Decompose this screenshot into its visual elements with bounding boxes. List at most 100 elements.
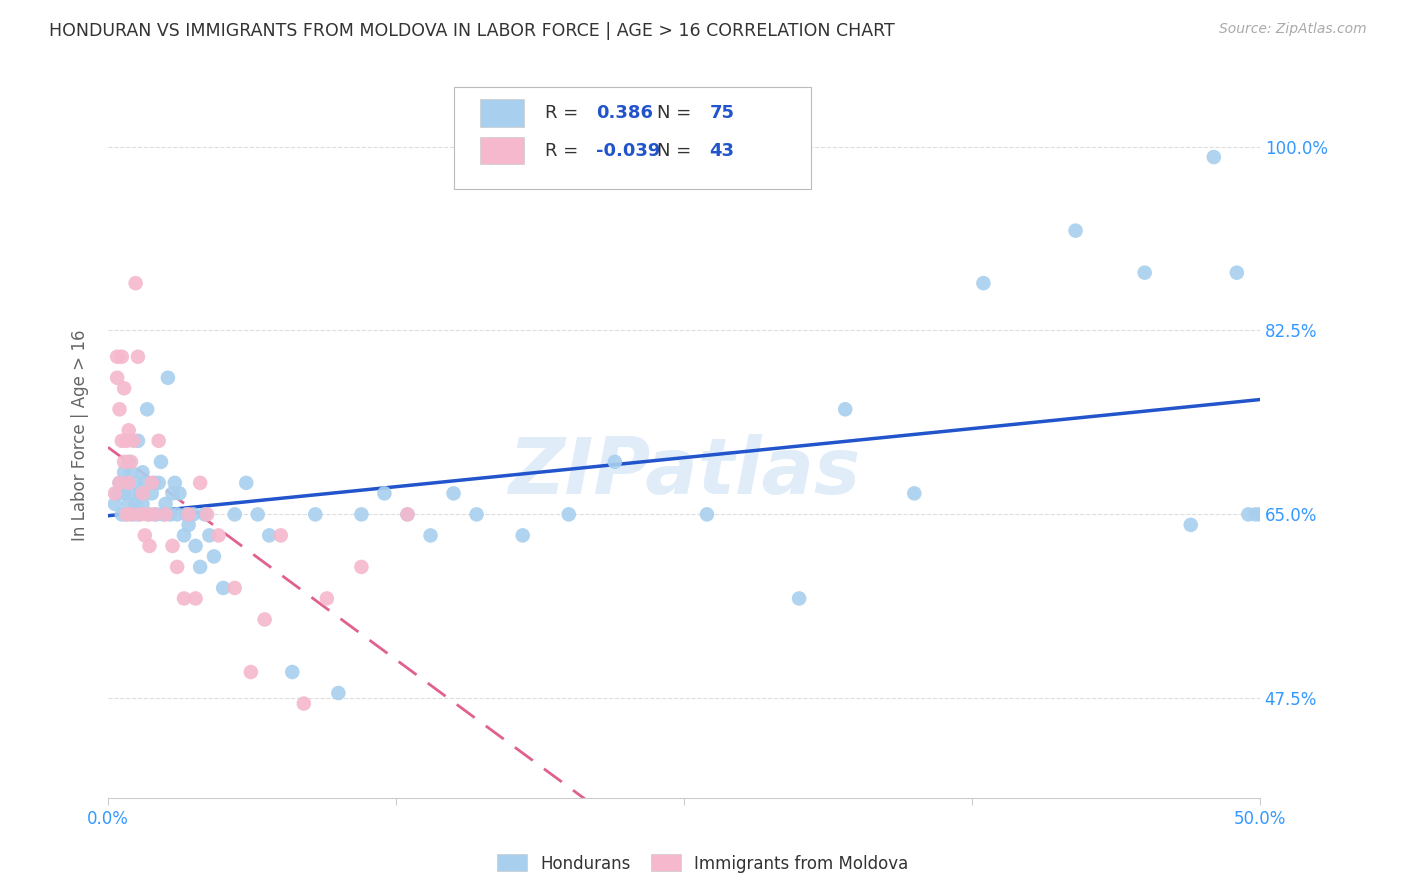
Point	[787, 591, 810, 606]
Point	[396, 508, 419, 522]
Text: 0.386: 0.386	[596, 103, 654, 122]
Point	[696, 508, 718, 522]
Point	[104, 486, 127, 500]
Text: R =: R =	[544, 142, 578, 160]
Point	[903, 486, 925, 500]
Legend: Hondurans, Immigrants from Moldova: Hondurans, Immigrants from Moldova	[491, 847, 915, 880]
Point	[122, 434, 145, 448]
Point	[1202, 150, 1225, 164]
Point	[118, 475, 141, 490]
Point	[111, 434, 134, 448]
Point	[155, 508, 177, 522]
Text: HONDURAN VS IMMIGRANTS FROM MOLDOVA IN LABOR FORCE | AGE > 16 CORRELATION CHART: HONDURAN VS IMMIGRANTS FROM MOLDOVA IN L…	[49, 22, 896, 40]
Point	[173, 591, 195, 606]
Text: N =: N =	[658, 142, 692, 160]
Point	[118, 497, 141, 511]
Point	[120, 486, 142, 500]
Point	[143, 508, 166, 522]
Point	[1237, 508, 1260, 522]
Point	[188, 475, 211, 490]
Point	[224, 508, 246, 522]
Point	[1064, 224, 1087, 238]
Point	[188, 560, 211, 574]
Point	[152, 508, 174, 522]
Point	[350, 508, 373, 522]
Point	[136, 508, 159, 522]
Point	[1226, 266, 1249, 280]
Point	[131, 466, 153, 480]
Text: ZIPatlas: ZIPatlas	[508, 434, 860, 510]
Text: Source: ZipAtlas.com: Source: ZipAtlas.com	[1219, 22, 1367, 37]
Point	[134, 528, 156, 542]
Point	[118, 455, 141, 469]
Point	[373, 486, 395, 500]
Point	[512, 528, 534, 542]
FancyBboxPatch shape	[454, 87, 811, 189]
Point	[115, 475, 138, 490]
Text: R =: R =	[544, 103, 578, 122]
Point	[131, 486, 153, 500]
Point	[159, 508, 181, 522]
Point	[115, 508, 138, 522]
Point	[124, 475, 146, 490]
Point	[108, 402, 131, 417]
Point	[136, 402, 159, 417]
Point	[419, 528, 441, 542]
Point	[105, 370, 128, 384]
Point	[131, 497, 153, 511]
Point	[184, 539, 207, 553]
Point	[259, 528, 281, 542]
Point	[1249, 508, 1271, 522]
Point	[145, 508, 167, 522]
Point	[138, 539, 160, 553]
Point	[124, 276, 146, 290]
Point	[129, 508, 152, 522]
Point	[156, 370, 179, 384]
Point	[465, 508, 488, 522]
Bar	[479, 99, 524, 127]
Point	[148, 475, 170, 490]
Point	[115, 508, 138, 522]
Point	[239, 665, 262, 679]
Point	[603, 455, 626, 469]
Point	[163, 475, 186, 490]
Point	[111, 508, 134, 522]
Point	[207, 528, 229, 542]
Point	[120, 466, 142, 480]
Point	[122, 508, 145, 522]
Point	[177, 508, 200, 522]
Point	[112, 455, 135, 469]
Point	[104, 497, 127, 511]
Point	[834, 402, 856, 417]
Point	[443, 486, 465, 500]
Point	[235, 475, 257, 490]
Point	[162, 486, 184, 500]
Point	[141, 475, 163, 490]
Point	[169, 486, 191, 500]
Point	[112, 381, 135, 395]
Point	[212, 581, 235, 595]
Point	[224, 581, 246, 595]
Point	[148, 434, 170, 448]
Text: 75: 75	[709, 103, 734, 122]
Text: -0.039: -0.039	[596, 142, 661, 160]
Point	[315, 591, 337, 606]
Point	[253, 612, 276, 626]
Point	[108, 475, 131, 490]
Point	[120, 508, 142, 522]
Y-axis label: In Labor Force | Age > 16: In Labor Force | Age > 16	[72, 330, 89, 541]
Point	[108, 475, 131, 490]
Point	[177, 517, 200, 532]
Bar	[479, 136, 524, 164]
Point	[155, 497, 177, 511]
Point	[304, 508, 326, 522]
Point	[118, 423, 141, 437]
Point	[173, 528, 195, 542]
Point	[127, 434, 149, 448]
Point	[134, 475, 156, 490]
Point	[972, 276, 994, 290]
Point	[105, 486, 128, 500]
Point	[149, 455, 172, 469]
Point	[166, 560, 188, 574]
Point	[1133, 266, 1156, 280]
